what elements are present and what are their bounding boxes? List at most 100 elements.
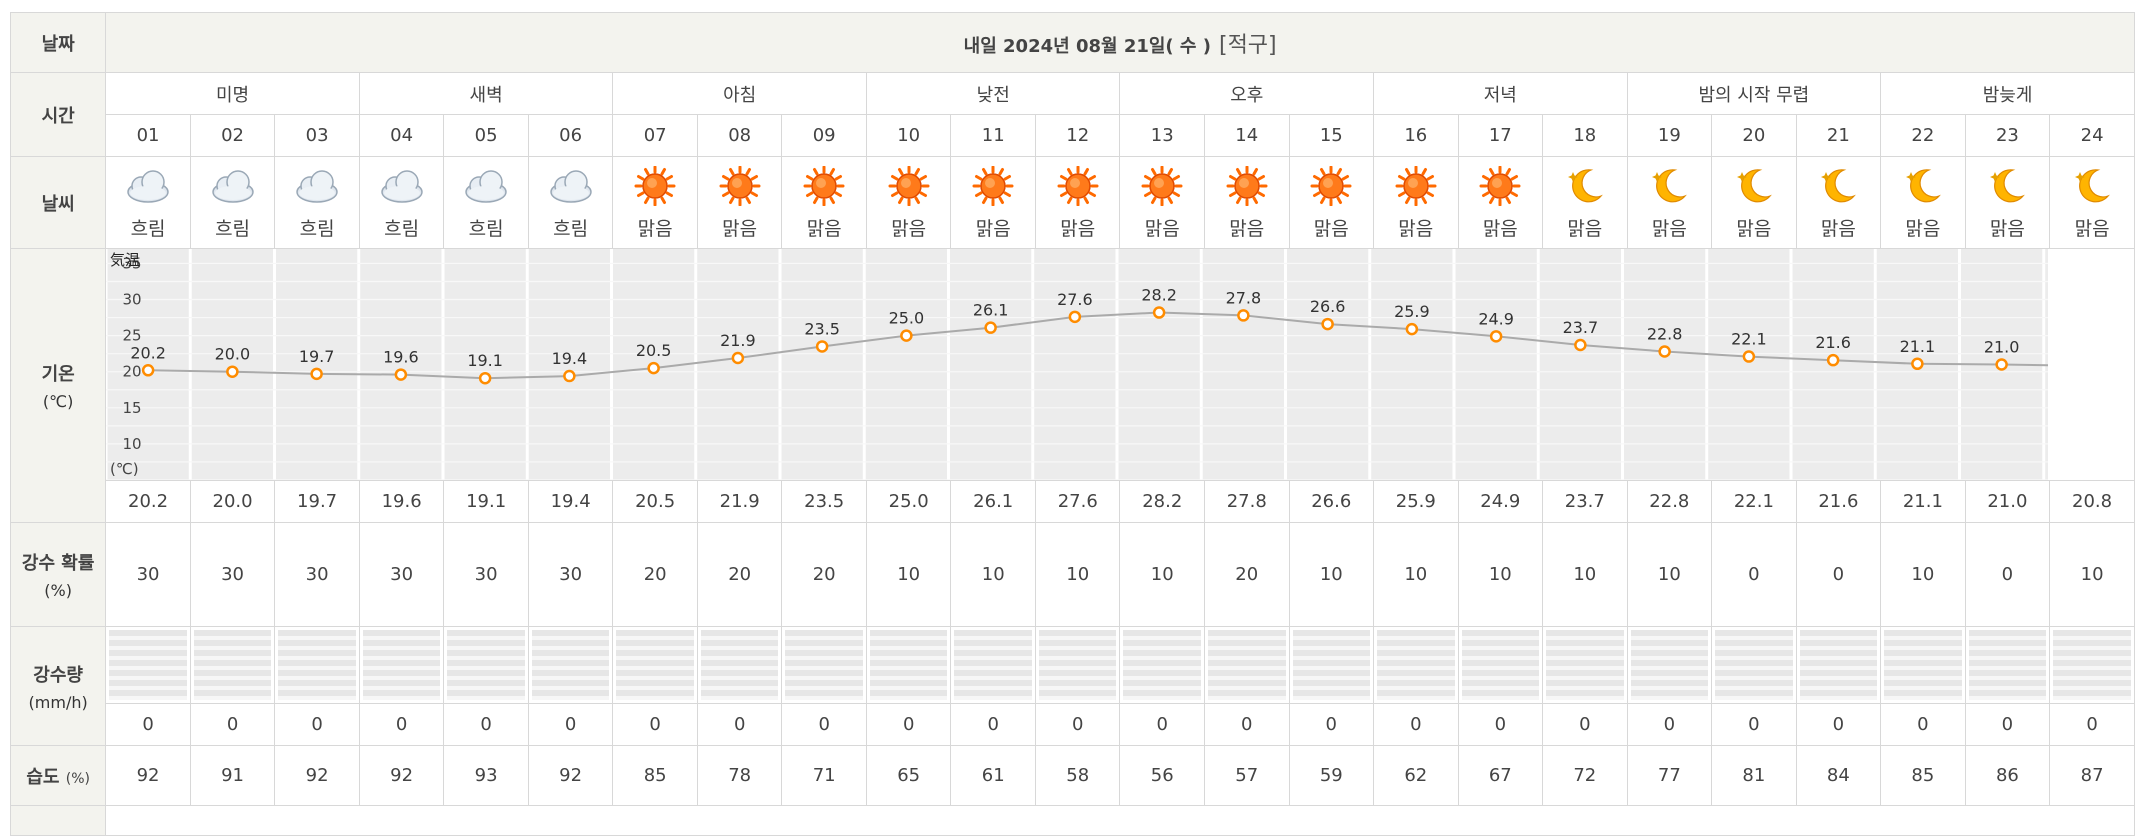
precip-bar <box>531 630 610 700</box>
moon-icon <box>2075 169 2110 203</box>
weather-text: 흐림 <box>553 218 589 240</box>
precip-prob-cell: 10 <box>1034 522 1121 627</box>
precip-prob-cell: 10 <box>1626 522 1713 627</box>
precip-amount-cell: 0 <box>1626 703 1713 746</box>
hour-cell: 18 <box>1542 114 1628 157</box>
hour-cell: 21 <box>1795 114 1882 157</box>
chart-column-bg <box>444 249 527 480</box>
temperature-cell: 26.1 <box>950 480 1036 523</box>
temperature-cell: 21.0 <box>1964 480 2051 523</box>
temperature-data-label: 23.7 <box>1563 318 1599 337</box>
hour-cell: 22 <box>1880 114 1966 157</box>
hour-row: 01 02 03 04 05 06 07 08 09 10 11 12 13 14 15 16 17 18 19 20… <box>11 114 2135 157</box>
precip-bar-cell <box>274 626 360 704</box>
humidity-cell: 86 <box>1964 745 2051 806</box>
temperature-point <box>1574 338 1587 352</box>
precip-bar-cell <box>1795 626 1882 704</box>
weather-text: 맑음 <box>1905 218 1941 240</box>
weather-text: 맑음 <box>1313 218 1349 240</box>
weather-cell: 맑음 <box>1119 156 1205 249</box>
precip-amount-cell: 0 <box>696 703 783 746</box>
humidity-cell: 87 <box>2049 745 2135 806</box>
weather-text: 맑음 <box>1567 218 1603 240</box>
weather-cell: 맑음 <box>1457 156 1544 249</box>
temperature-cell: 21.9 <box>696 480 783 523</box>
temperature-cell: 19.4 <box>527 480 614 523</box>
temperature-cell: 19.1 <box>443 480 529 523</box>
precip-prob-cell: 10 <box>1542 522 1628 627</box>
period-header: 새벽 <box>358 72 614 115</box>
precip-amount-cell: 0 <box>1119 703 1205 746</box>
hour-cell: 07 <box>612 114 698 157</box>
moon-icon <box>1736 169 1772 203</box>
weather-cell: 흐림 <box>527 156 614 249</box>
precip-bar-cell <box>189 626 276 704</box>
temperature-point <box>1068 310 1082 324</box>
precip-bar <box>1038 630 1117 700</box>
weather-text: 맑음 <box>722 218 758 240</box>
precip-prob-cell: 10 <box>1288 522 1375 627</box>
precip-prob-cell: 30 <box>189 522 276 627</box>
chart-column-bg <box>1118 249 1201 480</box>
sun-icon <box>1310 166 1352 206</box>
hour-cell: 23 <box>1964 114 2051 157</box>
precip-bar-cell <box>865 626 952 704</box>
temperature-cell: 21.1 <box>1880 480 1966 523</box>
temperature-data-label: 19.4 <box>552 349 588 368</box>
precip-bar <box>2053 630 2131 700</box>
weather-cell: 맑음 <box>1204 156 1290 249</box>
temperature-cell: 26.6 <box>1288 480 1375 523</box>
chart-column-bg <box>1708 249 1790 480</box>
chart-column-bg <box>1203 249 1285 480</box>
precip-bar-cell <box>1288 626 1375 704</box>
chart-column-bg <box>781 249 864 480</box>
chart-column-bg <box>192 249 274 480</box>
precip-amount-label-cell: 강수량 (mm/h) <box>9 626 107 746</box>
temperature-data-label: 20.2 <box>131 343 167 362</box>
hour-cell: 12 <box>1034 114 1121 157</box>
temperature-point <box>142 364 155 377</box>
weather-text: 맑음 <box>975 218 1011 240</box>
weather-text: 맑음 <box>1651 218 1687 240</box>
temperature-cell: 25.9 <box>1373 480 1459 523</box>
precip-prob-cell: 10 <box>1373 522 1459 627</box>
precip-bar-cell <box>1373 626 1459 704</box>
weather-cell: 맑음 <box>1034 156 1121 249</box>
weather-cell: 맑음 <box>612 156 698 249</box>
date-label: 날짜 <box>9 12 107 73</box>
precip-amount-cell: 0 <box>1457 703 1544 746</box>
precip-bar <box>1884 630 1962 700</box>
precip-amount-cell: 0 <box>1034 703 1121 746</box>
temperature-cell: 25.0 <box>865 480 952 523</box>
cloud-icon <box>211 170 254 203</box>
temperature-point <box>1405 322 1419 336</box>
precip-prob-cell: 20 <box>612 522 698 627</box>
temperature-data-label: 21.1 <box>1900 337 1936 356</box>
humidity-cell: 65 <box>865 745 952 806</box>
hour-cell: 08 <box>696 114 783 157</box>
precip-amount-unit: (mm/h) <box>28 692 88 712</box>
temperature-cell: 27.8 <box>1204 480 1290 523</box>
precip-bar-cell <box>781 626 867 704</box>
precip-prob-cell: 30 <box>443 522 529 627</box>
temperature-data-label: 20.0 <box>215 345 251 364</box>
humidity-cell: 71 <box>781 745 867 806</box>
page-title: 내일 2024년 08월 21일( 수 ) [적구] <box>105 12 2135 73</box>
period-header: 미명 <box>105 72 360 115</box>
precip-amount-cell: 0 <box>2049 703 2135 746</box>
temperature-cell: 23.5 <box>781 480 867 523</box>
precip-prob-cell: 20 <box>696 522 783 627</box>
precip-bar <box>1546 630 1624 700</box>
precip-prob-label: 강수 확률 <box>21 553 95 574</box>
cloud-icon <box>465 170 507 203</box>
temperature-line <box>148 311 2049 380</box>
weather-text: 흐림 <box>299 218 335 240</box>
precip-bar <box>362 630 441 700</box>
period-header: 밤늦게 <box>1880 72 2135 115</box>
temperature-point <box>1658 345 1672 358</box>
sun-icon <box>803 166 845 206</box>
temperature-point <box>731 351 745 365</box>
precip-bar-cell <box>1880 626 1966 704</box>
weather-cell: 맑음 <box>1964 156 2051 249</box>
humidity-cell: 58 <box>1034 745 1121 806</box>
